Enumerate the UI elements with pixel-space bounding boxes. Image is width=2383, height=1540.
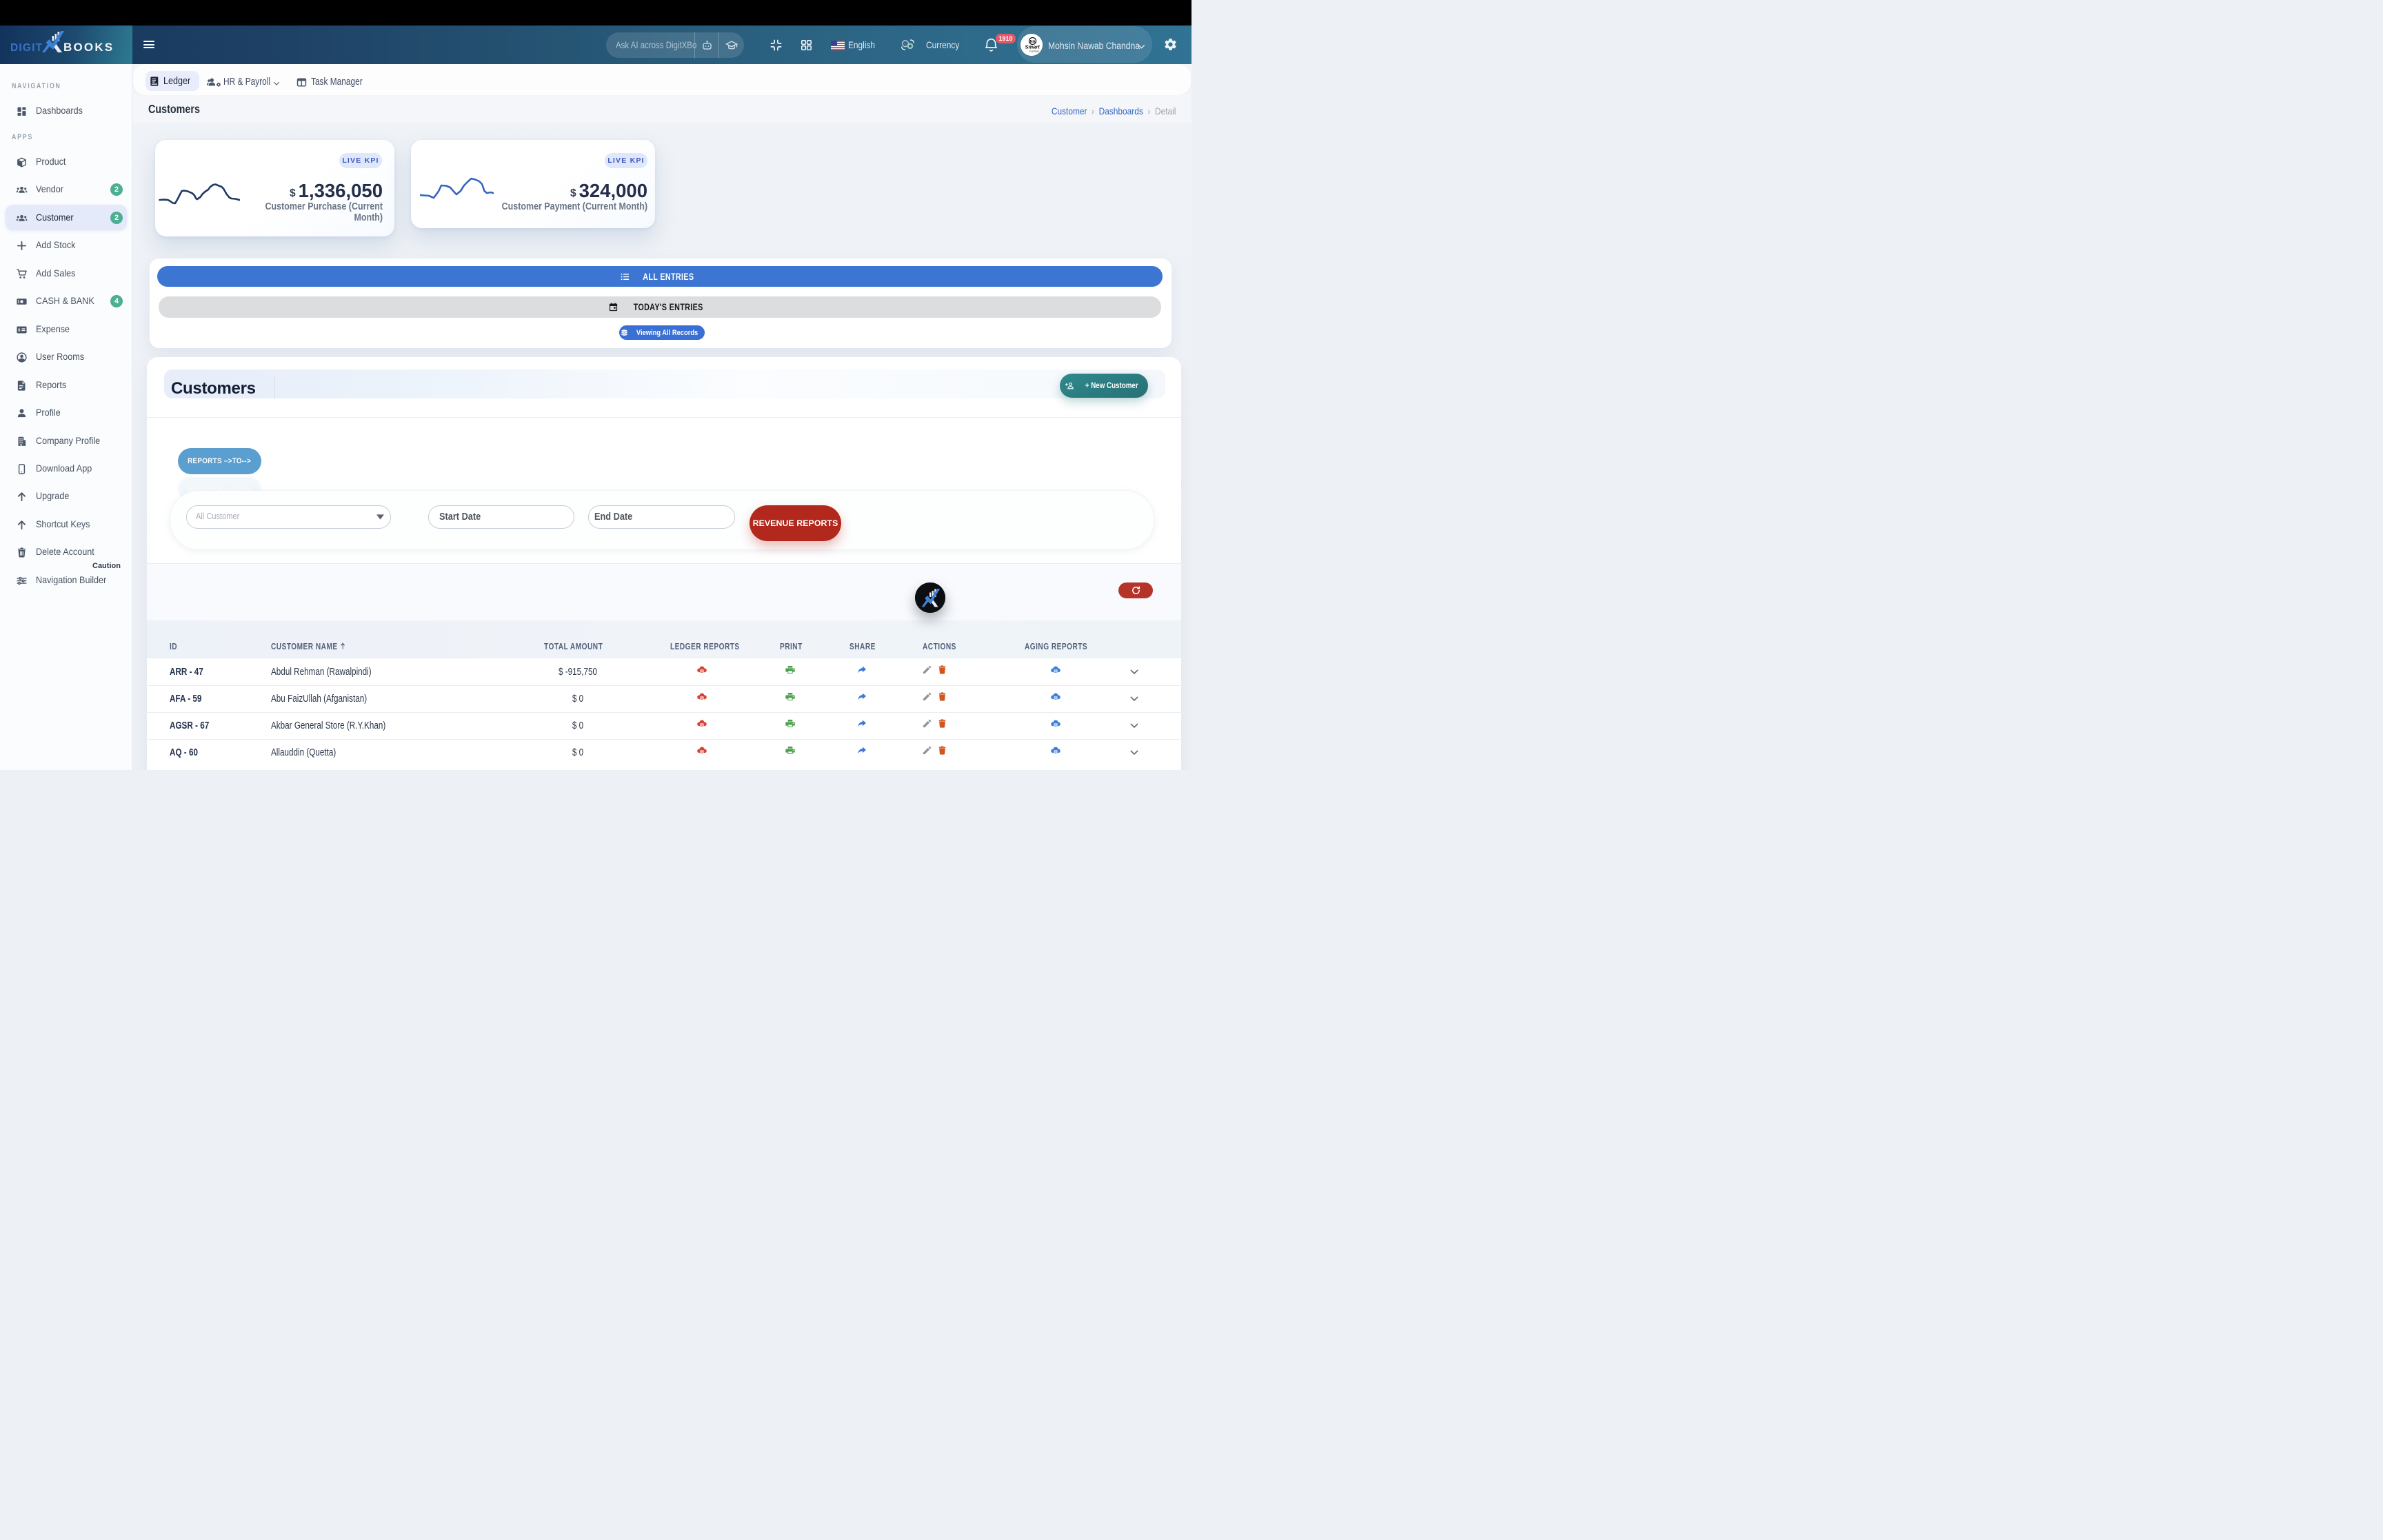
svg-text:Smart: Smart	[1025, 44, 1040, 50]
svg-text:DIGIT: DIGIT	[10, 42, 43, 54]
svg-text:NA: NA	[1030, 40, 1036, 44]
svg-text:$: $	[18, 329, 21, 333]
svg-text:BOOKS: BOOKS	[63, 41, 114, 54]
svg-text:Fashion: Fashion	[1029, 50, 1040, 53]
